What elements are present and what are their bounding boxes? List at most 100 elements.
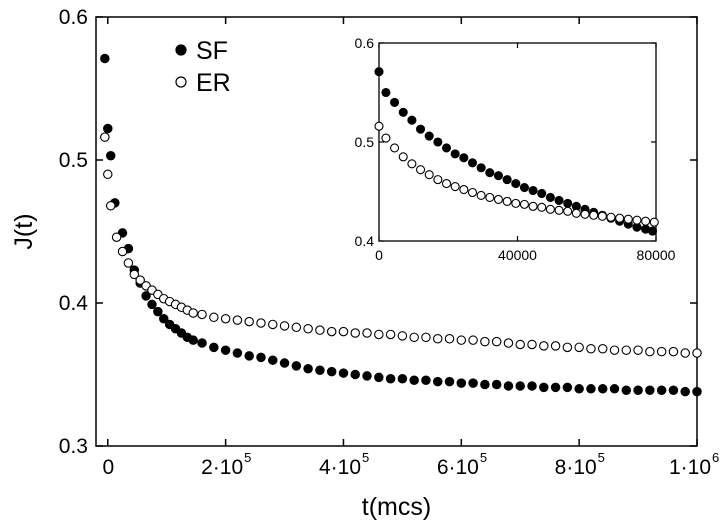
- sf-point: [468, 378, 478, 388]
- plot-frame: [95, 16, 698, 447]
- inset-y-tick-label: 0.5: [355, 134, 375, 150]
- inset-er-point: [554, 205, 564, 215]
- er-point: [197, 309, 207, 320]
- inset-sf-point: [459, 153, 469, 163]
- sf-point: [303, 364, 313, 374]
- er-point: [111, 232, 122, 242]
- legend-marker-er: [175, 76, 187, 88]
- er-point: [385, 329, 396, 340]
- er-point: [468, 335, 478, 345]
- inset-er-point: [632, 215, 642, 225]
- inset-sf-point: [450, 149, 460, 159]
- inset-er-point: [476, 190, 486, 201]
- sf-point: [397, 374, 408, 384]
- inset-sf-point: [554, 195, 564, 205]
- sf-point: [633, 385, 643, 395]
- er-point: [444, 333, 455, 344]
- er-point: [409, 332, 419, 343]
- sf-point: [539, 382, 549, 393]
- inset-er-point: [433, 175, 443, 185]
- sf-point: [680, 386, 690, 397]
- er-point: [550, 341, 561, 351]
- er-point: [362, 328, 372, 338]
- y-tick-label: 0.3: [59, 435, 88, 458]
- er-point: [586, 344, 596, 354]
- inset-er-point: [374, 121, 384, 131]
- sf-point: [656, 385, 667, 395]
- inset-sf-point: [485, 168, 495, 178]
- inset-sf-point: [398, 107, 408, 117]
- legend-marker-sf: [175, 44, 187, 56]
- inset-sf-point: [424, 131, 434, 141]
- sf-point: [256, 352, 266, 363]
- inset-sf-point: [647, 226, 658, 236]
- er-point: [220, 313, 231, 324]
- inset-er-point: [571, 208, 581, 218]
- er-point: [432, 333, 443, 344]
- sf-point: [338, 368, 349, 378]
- sf-point: [268, 355, 278, 365]
- sf-point: [586, 384, 596, 394]
- er-point: [539, 341, 549, 351]
- main-chart: 0.30.40.50.60 2·10 5 4·10 5 6·10 5 8·10 5 1·10 6t(…: [10, 6, 719, 521]
- sf-point: [574, 384, 584, 394]
- er-point: [129, 269, 140, 280]
- inset-er-point: [502, 196, 512, 206]
- er-point: [135, 275, 145, 285]
- inset-er-point: [606, 212, 616, 222]
- er-point: [326, 326, 337, 337]
- er-point: [597, 344, 608, 354]
- inset-sf-point: [433, 137, 443, 147]
- er-point: [291, 322, 302, 333]
- inset-er-point: [597, 211, 607, 221]
- er-point: [609, 345, 620, 355]
- sf-point: [350, 369, 361, 380]
- er-point: [374, 329, 384, 340]
- er-point: [574, 342, 584, 353]
- inset-er-point: [450, 182, 460, 192]
- inset-x-tick-label: 0: [375, 247, 383, 263]
- inset-er-point: [589, 210, 599, 220]
- sf-point: [153, 306, 163, 317]
- inset-er-point: [441, 179, 452, 189]
- inset-sf-point: [476, 163, 486, 173]
- er-point: [527, 339, 537, 350]
- sf-point: [668, 385, 679, 395]
- x-tick-exponent: 6: [712, 450, 719, 465]
- inset-er-point: [467, 187, 478, 198]
- er-point: [397, 331, 408, 341]
- x-tick-label: 1·10: [669, 456, 711, 479]
- sf-point: [374, 372, 384, 383]
- sf-point: [244, 351, 254, 361]
- sf-point: [147, 299, 157, 310]
- sf-point: [291, 361, 302, 371]
- sf-point: [362, 371, 372, 381]
- inset-sf-point: [545, 192, 555, 202]
- sf-point: [197, 338, 207, 348]
- legend-label-sf: SF: [196, 37, 228, 65]
- y-axis-label: J(t): [10, 213, 38, 249]
- inset-sf-point: [381, 87, 391, 98]
- er-point: [279, 321, 290, 331]
- er-point: [621, 345, 632, 355]
- inset-er-point: [424, 170, 434, 180]
- inset-er-point: [615, 213, 625, 223]
- inset-sf-point: [467, 158, 478, 168]
- sf-point: [220, 345, 231, 355]
- sf-point: [550, 382, 561, 393]
- er-point: [350, 328, 361, 338]
- sf-point: [609, 384, 620, 394]
- sf-point: [480, 379, 490, 390]
- sf-point: [503, 381, 514, 391]
- sf-point: [491, 379, 502, 390]
- sf-point: [326, 366, 337, 377]
- x-tick-exponent: 5: [598, 450, 605, 465]
- er-point: [456, 335, 467, 345]
- er-point: [103, 169, 113, 180]
- er-point: [692, 348, 702, 358]
- inset-sf-point: [407, 115, 417, 125]
- inset-er-point: [398, 152, 408, 162]
- inset-er-point: [641, 216, 651, 226]
- inset-sf-point: [493, 171, 504, 181]
- inset-er-point: [528, 201, 538, 211]
